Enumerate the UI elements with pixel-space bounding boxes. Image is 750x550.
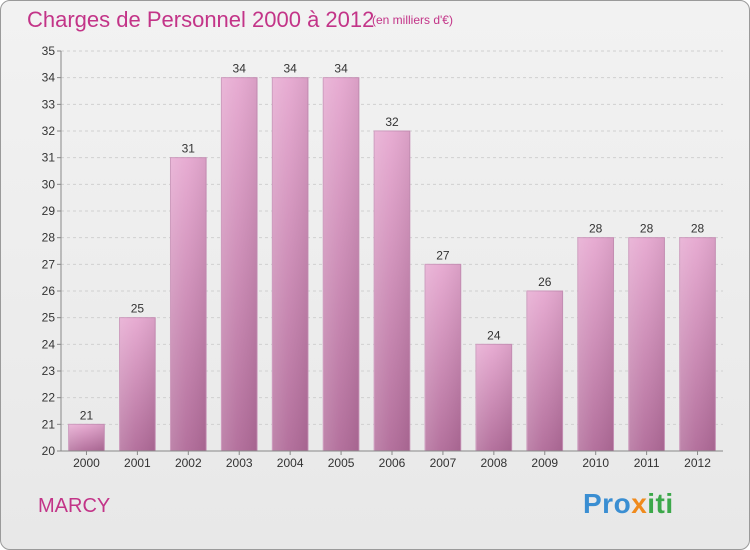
bar-shine [68,424,105,451]
data-labels: 21 25 31 34 34 34 32 27 24 26 28 28 28 [80,62,705,423]
data-label: 34 [233,62,247,76]
x-tick-label: 2012 [684,456,711,470]
y-tick-label: 21 [42,417,56,431]
x-tick-label: 2003 [226,456,253,470]
x-tick-label: 2009 [531,456,558,470]
data-label: 24 [487,328,501,342]
data-label: 26 [538,275,552,289]
data-label: 32 [385,115,399,129]
y-tick-label: 23 [42,364,56,378]
y-tick-label: 20 [42,444,56,458]
y-tick-label: 35 [42,44,56,58]
bar-shine [221,77,258,452]
x-tick-label: 2010 [582,456,609,470]
bars [68,77,716,452]
bar-shine [679,237,716,451]
y-tick-label: 26 [42,284,56,298]
data-label: 31 [182,142,196,156]
y-tick-label: 31 [42,151,56,165]
y-tick-label: 22 [42,391,56,405]
x-tick-label: 2001 [124,456,151,470]
y-tick-label: 24 [42,337,56,351]
bar-shine [577,237,614,451]
data-label: 27 [436,248,450,262]
x-tick-label: 2000 [73,456,100,470]
proxiti-logo[interactable]: Proxiti [583,488,674,519]
chart-title: Charges de Personnel 2000 à 2012 [27,7,375,32]
y-tick-label: 29 [42,204,56,218]
y-tick-label: 28 [42,231,56,245]
x-tick-label: 2007 [430,456,457,470]
bar-shine [526,291,563,451]
bar-shine [476,344,512,451]
axes: 20 21 22 23 24 25 26 27 28 29 30 31 32 33 34 35 2000 2001… [42,44,723,470]
x-tick-label: 2004 [277,456,304,470]
data-label: 28 [589,222,603,236]
bar-shine [323,77,359,452]
data-label: 28 [640,222,654,236]
bar-shine [272,77,308,452]
x-tick-label: 2006 [379,456,406,470]
data-label: 21 [80,408,94,422]
data-label: 25 [131,302,145,316]
x-tick-label: 2011 [634,456,660,470]
chart-subtitle: (en milliers d'€) [372,13,453,27]
y-tick-label: 33 [42,97,56,111]
data-label: 34 [334,62,348,76]
y-tick-label: 34 [42,71,56,85]
bar-shine [374,131,410,451]
y-tick-label: 25 [42,311,56,325]
y-tick-label: 32 [42,124,56,138]
bar-shine [119,317,156,451]
bar-shine [425,264,461,451]
x-tick-label: 2005 [328,456,355,470]
y-tick-label: 27 [42,257,56,271]
data-label: 28 [691,222,705,236]
town-name: MARCY [38,495,111,517]
bar-shine [628,237,665,451]
y-tick-label: 30 [42,177,56,191]
x-tick-label: 2002 [175,456,202,470]
x-tick-label: 2008 [480,456,507,470]
data-label: 34 [283,62,297,76]
bar-shine [170,157,207,451]
